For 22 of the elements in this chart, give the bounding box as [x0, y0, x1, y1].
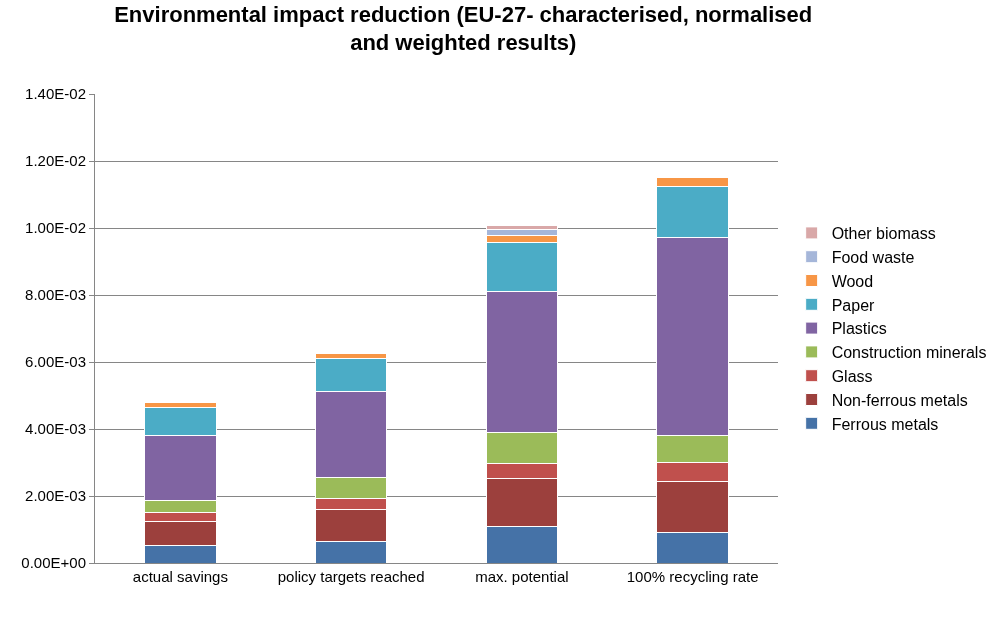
y-tick-label: 1.00E-02: [25, 219, 86, 237]
x-tick-label: policy targets reached: [277, 568, 425, 585]
legend-label: Other biomass: [831, 225, 936, 243]
legend-label: Food waste: [831, 248, 915, 266]
y-tick-label: 1.20E-02: [25, 152, 86, 170]
y-tick-label: 0.00E+00: [21, 554, 86, 572]
legend-label: Ferrous metals: [831, 415, 939, 433]
legend-label: Paper: [831, 296, 876, 314]
x-tick-label: actual savings: [132, 568, 228, 585]
legend-label: Plastics: [831, 320, 887, 338]
y-tick-label: 4.00E-03: [25, 420, 86, 438]
y-tick-label: 6.00E-03: [25, 353, 86, 371]
chart-title: Environmental impact reduction (EU-27- characterised, normalised and weighted results): [114, 1, 813, 56]
x-tick-label: max. potential: [475, 568, 569, 585]
legend-label: Wood: [831, 272, 874, 290]
legend-label: Non-ferrous metals: [831, 391, 968, 409]
y-tick-label: 8.00E-03: [25, 286, 86, 304]
legend-label: Glass: [831, 367, 873, 385]
y-tick-label: 1.40E-02: [25, 85, 86, 103]
y-tick-label: 2.00E-03: [25, 487, 86, 505]
x-tick-label: 100% recycling rate: [626, 568, 759, 585]
legend-label: Construction minerals: [831, 344, 987, 362]
